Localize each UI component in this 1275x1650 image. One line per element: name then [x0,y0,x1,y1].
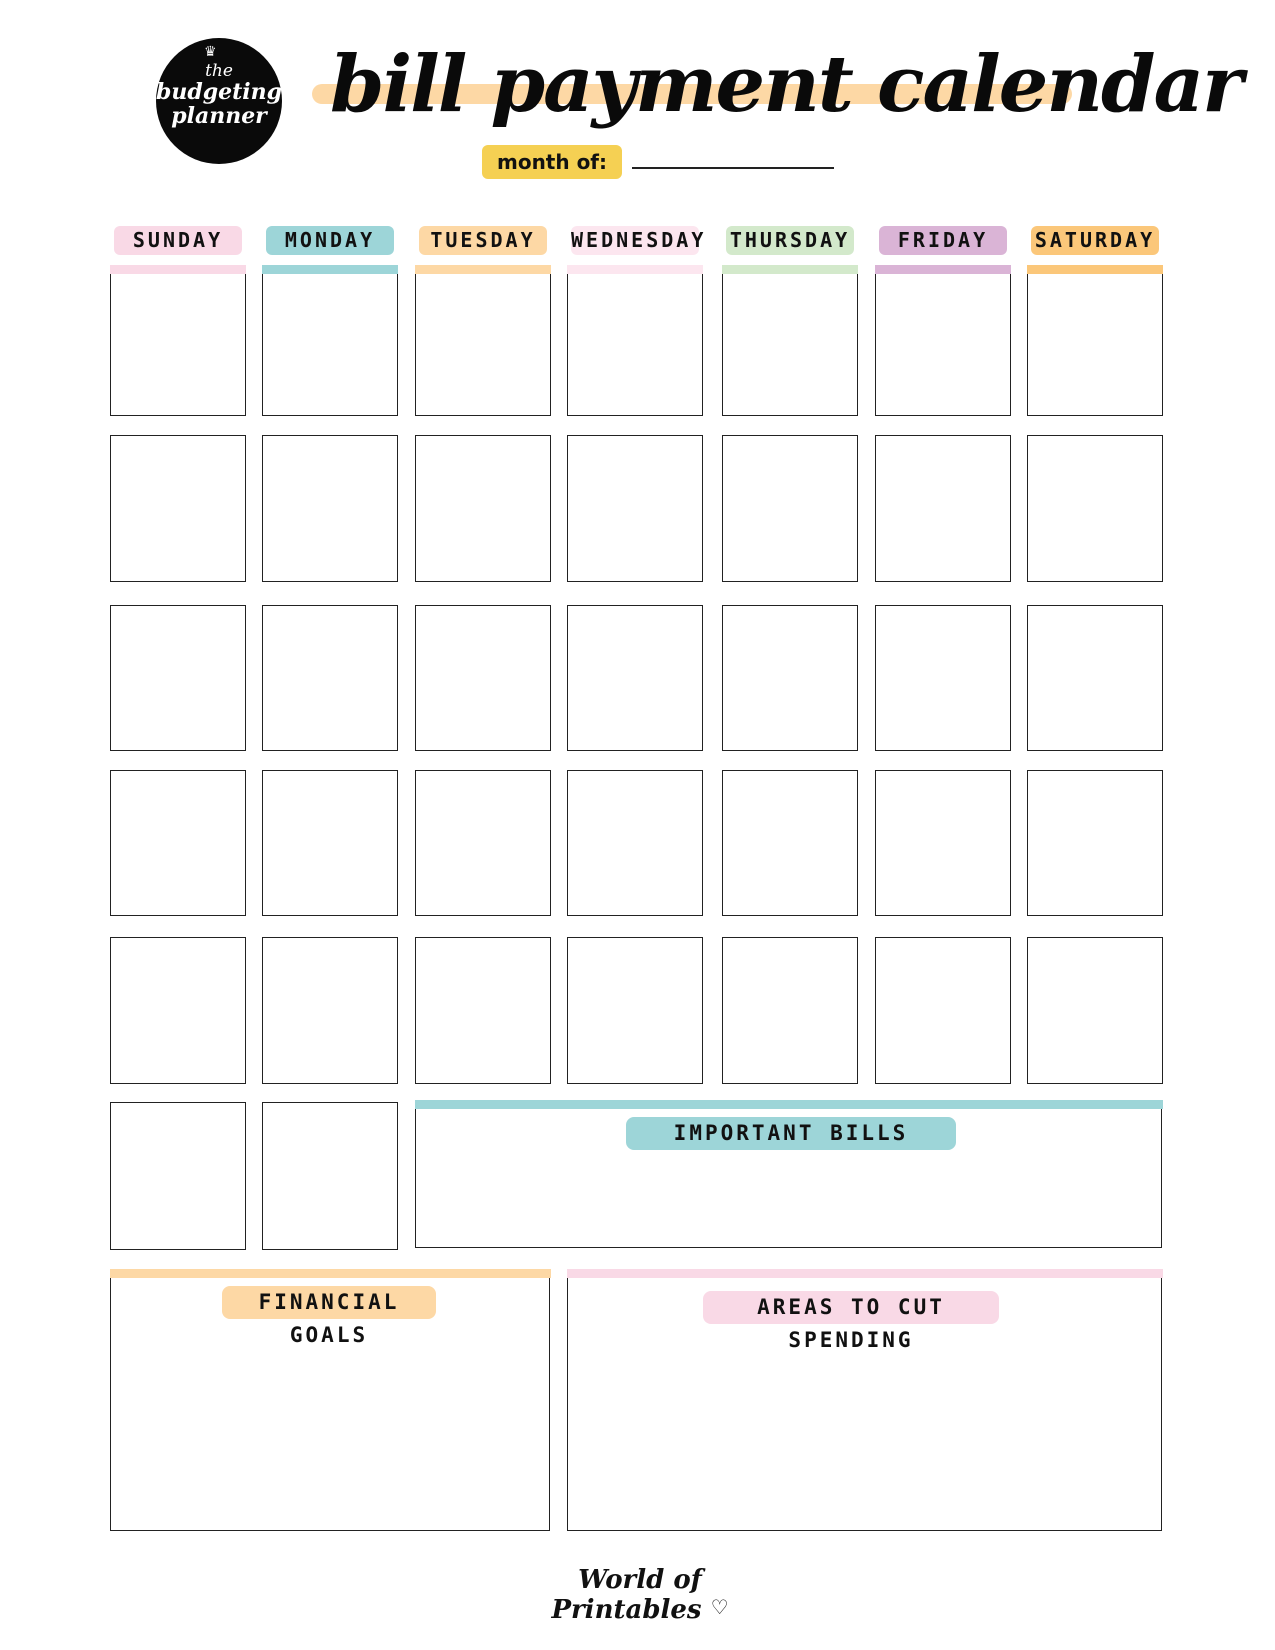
calendar-day-cell[interactable] [1027,770,1163,916]
calendar-day-cell[interactable] [262,435,398,582]
day-bar-thursday [722,265,858,274]
day-bar-saturday [1027,265,1163,274]
day-label-friday: FRIDAY [879,226,1007,255]
heart-icon: ♡ [710,1595,729,1619]
day-bar-monday [262,265,398,274]
cut-spending-bar [567,1269,1163,1278]
cut-spending-box[interactable] [567,1278,1162,1531]
month-label: month of: [482,145,622,179]
calendar-day-cell[interactable] [722,937,858,1084]
calendar-day-cell[interactable] [262,605,398,751]
budgeting-planner-logo: ♛ the budgeting planner [156,38,282,164]
important-bills-label: IMPORTANT BILLS [626,1117,956,1150]
day-label-thursday: THURSDAY [726,226,854,255]
calendar-day-cell[interactable] [567,605,703,751]
calendar-day-cell[interactable] [1027,435,1163,582]
calendar-day-cell[interactable] [415,435,551,582]
day-label-saturday: SATURDAY [1031,226,1159,255]
footer-brand: World of Printables ♡ [551,1565,729,1625]
calendar-day-cell[interactable] [262,937,398,1084]
day-label-wednesday: WEDNESDAY [571,226,703,255]
calendar-day-cell[interactable] [262,274,398,416]
calendar-day-cell[interactable] [110,605,246,751]
calendar-day-cell[interactable] [1027,605,1163,751]
calendar-day-cell[interactable] [722,770,858,916]
calendar-day-cell[interactable] [722,435,858,582]
financial-goals-box[interactable] [110,1278,550,1531]
cut-spending-label: AREAS TO CUT SPENDING [703,1291,999,1352]
day-bar-tuesday [415,265,551,274]
financial-goals-bar [110,1269,551,1278]
day-label-tuesday: TUESDAY [419,226,547,255]
calendar-day-cell[interactable] [875,435,1011,582]
calendar-day-cell[interactable] [110,1102,246,1250]
calendar-day-cell[interactable] [722,274,858,416]
page-title: bill payment calendar [330,39,1243,130]
calendar-day-cell[interactable] [722,605,858,751]
day-bar-friday [875,265,1011,274]
calendar-day-cell[interactable] [875,937,1011,1084]
calendar-day-cell[interactable] [1027,274,1163,416]
day-bar-sunday [110,265,246,274]
important-bills-bar [415,1100,1163,1109]
calendar-day-cell[interactable] [415,605,551,751]
day-label-monday: MONDAY [266,226,394,255]
calendar-day-cell[interactable] [415,274,551,416]
calendar-day-cell[interactable] [415,937,551,1084]
calendar-day-cell[interactable] [567,435,703,582]
calendar-day-cell[interactable] [567,274,703,416]
important-bills-box[interactable] [415,1109,1162,1248]
calendar-day-cell[interactable] [262,770,398,916]
calendar-day-cell[interactable] [415,770,551,916]
day-label-sunday: SUNDAY [114,226,242,255]
calendar-day-cell[interactable] [110,770,246,916]
calendar-day-cell[interactable] [875,605,1011,751]
crown-icon: ♛ [204,44,217,60]
calendar-day-cell[interactable] [110,274,246,416]
calendar-day-cell[interactable] [875,770,1011,916]
day-bar-wednesday [567,265,703,274]
calendar-day-cell[interactable] [110,937,246,1084]
month-input-line[interactable] [632,167,834,169]
calendar-day-cell[interactable] [110,435,246,582]
calendar-day-cell[interactable] [567,937,703,1084]
calendar-day-cell[interactable] [1027,937,1163,1084]
financial-goals-label: FINANCIAL GOALS [222,1286,436,1347]
calendar-day-cell[interactable] [875,274,1011,416]
calendar-day-cell[interactable] [262,1102,398,1250]
calendar-day-cell[interactable] [567,770,703,916]
title-highlight [312,84,1072,104]
